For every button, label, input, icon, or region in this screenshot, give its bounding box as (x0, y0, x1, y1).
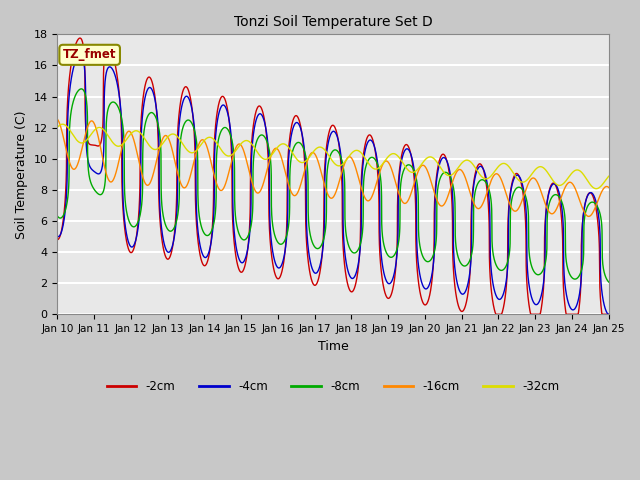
Legend: -2cm, -4cm, -8cm, -16cm, -32cm: -2cm, -4cm, -8cm, -16cm, -32cm (102, 375, 564, 398)
-8cm (397, 183, 404, 189)
-4cm (605, 312, 612, 317)
-16cm (172, 161, 179, 167)
-2cm (605, 312, 612, 317)
-4cm (54, 233, 61, 239)
-8cm (553, 192, 561, 198)
-4cm (207, 237, 215, 243)
Title: Tonzi Soil Temperature Set D: Tonzi Soil Temperature Set D (234, 15, 433, 29)
-4cm (76, 52, 84, 58)
-16cm (54, 116, 61, 122)
-8cm (172, 221, 179, 227)
-32cm (553, 181, 561, 187)
-4cm (605, 312, 612, 317)
-32cm (54, 124, 61, 130)
Y-axis label: Soil Temperature (C): Soil Temperature (C) (15, 110, 28, 239)
Line: -16cm: -16cm (58, 119, 609, 216)
-2cm (605, 312, 612, 317)
-16cm (207, 161, 215, 167)
-2cm (207, 234, 215, 240)
-16cm (552, 206, 560, 212)
-32cm (387, 152, 395, 157)
-2cm (172, 216, 179, 222)
-16cm (585, 214, 593, 219)
-8cm (207, 228, 215, 234)
Text: TZ_fmet: TZ_fmet (63, 48, 116, 61)
-8cm (77, 86, 85, 92)
-2cm (54, 237, 61, 242)
-32cm (207, 135, 215, 141)
-32cm (172, 132, 179, 138)
-32cm (593, 186, 600, 192)
Line: -8cm: -8cm (58, 89, 609, 282)
-8cm (605, 279, 612, 285)
-4cm (553, 183, 561, 189)
-16cm (605, 184, 612, 190)
-2cm (553, 185, 561, 191)
-32cm (397, 156, 404, 162)
-4cm (172, 224, 179, 230)
-16cm (397, 195, 404, 201)
-4cm (397, 164, 404, 169)
-2cm (76, 35, 84, 41)
-8cm (54, 213, 61, 219)
-32cm (605, 173, 612, 179)
X-axis label: Time: Time (317, 339, 348, 352)
Line: -32cm: -32cm (58, 124, 609, 189)
-8cm (605, 279, 612, 285)
-2cm (387, 292, 395, 298)
-4cm (387, 280, 395, 286)
-4cm (604, 312, 612, 317)
Line: -2cm: -2cm (58, 38, 609, 314)
-32cm (605, 174, 612, 180)
-2cm (492, 312, 500, 317)
Line: -4cm: -4cm (58, 55, 609, 314)
-32cm (59, 121, 67, 127)
-8cm (387, 254, 395, 260)
-16cm (387, 164, 395, 170)
-2cm (397, 158, 404, 164)
-16cm (605, 185, 612, 191)
